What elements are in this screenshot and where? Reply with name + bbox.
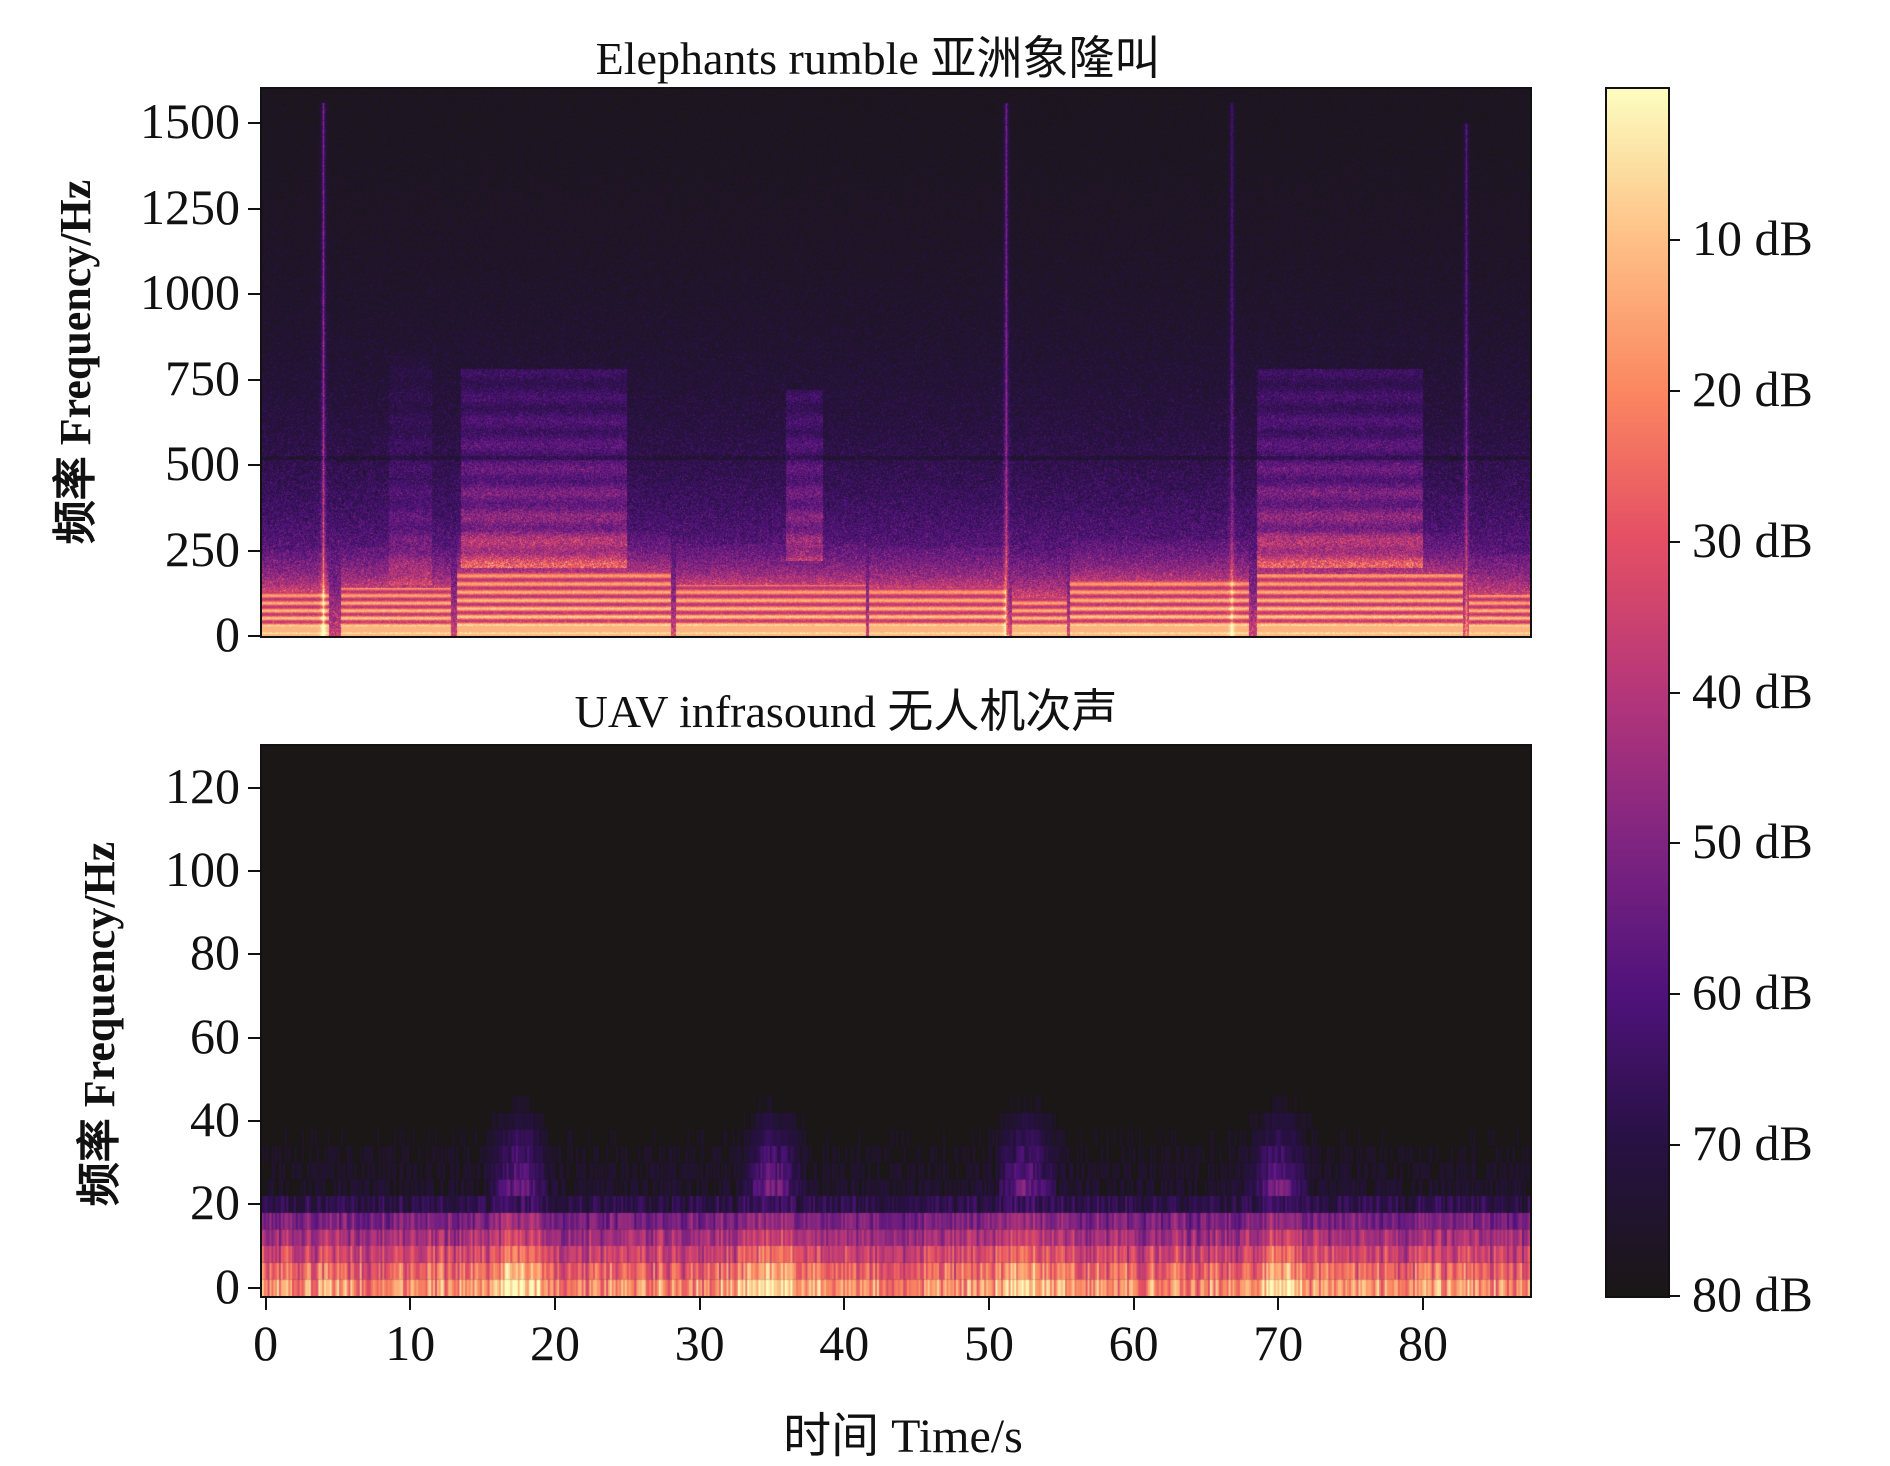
y-tick-label: 1000 (140, 264, 240, 321)
y-tick-mark (248, 635, 260, 637)
colorbar-tick-label: 60 dB (1692, 964, 1813, 1021)
colorbar (1605, 87, 1670, 1298)
bottom-plot-xlabel: 时间 Time/s (783, 1410, 1023, 1463)
top-plot-title: Elephants rumble 亚洲象隆叫 (595, 33, 1161, 84)
y-tick-mark (248, 464, 260, 467)
x-tick-label: 30 (674, 1315, 725, 1371)
x-tick-mark (1277, 1298, 1280, 1310)
colorbar-tick-mark (1668, 1144, 1680, 1147)
y-tick-label: 0 (215, 1257, 240, 1314)
y-tick-label: 120 (165, 757, 240, 814)
x-tick-mark (553, 1298, 556, 1310)
y-tick-mark (248, 1120, 260, 1122)
y-tick-label: 1500 (140, 93, 240, 150)
y-tick-label: 750 (165, 349, 240, 406)
colorbar-tick-label: 40 dB (1692, 662, 1813, 719)
x-tick-mark (698, 1298, 701, 1310)
bottom-plot-ylabel: 频率 Frequency/Hz (75, 841, 124, 1207)
colorbar-gradient (1607, 89, 1668, 1296)
y-tick-mark (248, 953, 260, 956)
x-tick-label: 0 (253, 1315, 279, 1371)
y-tick-label: 100 (165, 841, 240, 897)
x-tick-mark (264, 1298, 267, 1310)
y-tick-mark (248, 1286, 260, 1289)
x-tick-mark (409, 1298, 412, 1310)
x-tick-label: 50 (963, 1315, 1014, 1371)
colorbar-tick-mark (1668, 389, 1680, 392)
colorbar-tick-label: 80 dB (1692, 1266, 1813, 1322)
y-tick-label: 80 (190, 924, 240, 981)
colorbar-tick-label: 30 dB (1692, 511, 1813, 568)
colorbar-tick-label: 20 dB (1692, 360, 1813, 417)
y-tick-mark (248, 549, 260, 552)
colorbar-tick-label: 70 dB (1692, 1115, 1813, 1172)
x-tick-label: 80 (1397, 1315, 1448, 1371)
x-tick-mark (1132, 1298, 1135, 1310)
y-tick-mark (248, 207, 260, 210)
y-tick-mark (248, 786, 260, 789)
colorbar-tick-label: 50 dB (1692, 813, 1813, 870)
y-tick-mark (248, 293, 260, 296)
y-tick-mark (248, 870, 260, 872)
colorbar-tick-label: 10 dB (1692, 209, 1813, 266)
uav-spectrogram-heatmap (262, 746, 1530, 1296)
colorbar-tick-mark (1668, 1295, 1680, 1297)
bottom-plot-title: UAV infrasound 无人机次声 (574, 686, 1118, 737)
y-tick-label: 60 (190, 1007, 240, 1064)
colorbar-tick-mark (1668, 993, 1680, 996)
x-tick-label: 60 (1108, 1315, 1159, 1371)
colorbar-tick-mark (1668, 238, 1680, 241)
top-plot-ylabel: 频率 Frequency/Hz (51, 179, 100, 545)
y-tick-mark (248, 1203, 260, 1206)
y-tick-label: 1250 (140, 178, 240, 235)
y-tick-label: 250 (165, 520, 240, 577)
y-tick-label: 0 (215, 606, 240, 662)
x-tick-mark (987, 1298, 990, 1310)
colorbar-tick-mark (1668, 691, 1680, 694)
y-tick-label: 500 (165, 435, 240, 492)
x-tick-label: 70 (1253, 1315, 1304, 1371)
y-tick-label: 20 (190, 1174, 240, 1231)
x-tick-label: 10 (385, 1315, 436, 1371)
elephant-spectrogram-axes (260, 87, 1532, 638)
uav-spectrogram-axes (260, 744, 1532, 1298)
y-tick-mark (248, 1036, 260, 1039)
x-tick-label: 20 (529, 1315, 580, 1371)
colorbar-tick-mark (1668, 540, 1680, 543)
y-tick-mark (248, 378, 260, 381)
x-tick-mark (843, 1298, 846, 1310)
y-tick-label: 40 (190, 1091, 240, 1147)
colorbar-tick-mark (1668, 842, 1680, 845)
y-tick-mark (248, 122, 260, 125)
x-tick-label: 40 (819, 1315, 870, 1371)
x-tick-mark (1421, 1298, 1424, 1310)
elephant-spectrogram-heatmap (262, 89, 1530, 636)
